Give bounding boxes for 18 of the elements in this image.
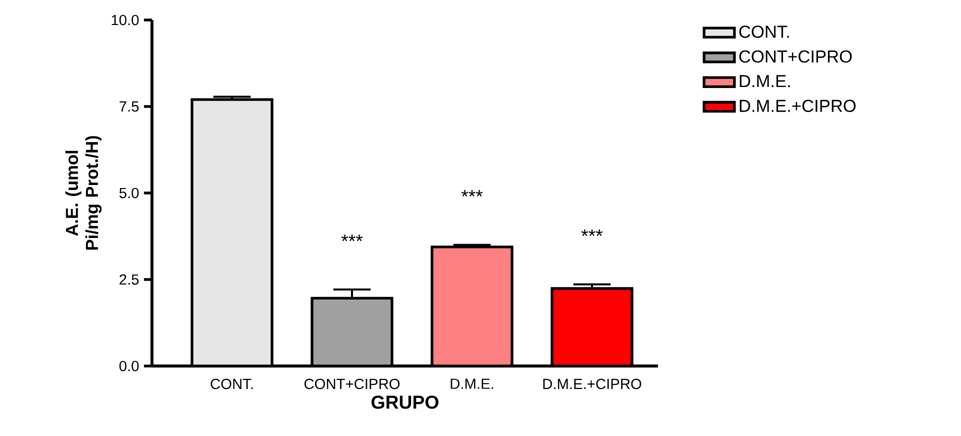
legend-label: D.M.E. — [740, 75, 790, 88]
annotation: *** — [341, 234, 363, 242]
annotation: *** — [581, 229, 603, 236]
x-tick-label: D.M.E. — [450, 378, 494, 389]
legend-label: D.M.E.+CIPRO — [740, 100, 856, 112]
x-tick-label: CONT. — [210, 378, 253, 390]
legend-label: CONT+CIPRO — [739, 50, 852, 63]
y-axis-title: A.E. (umol Pi/mg Prot./H) — [65, 136, 102, 250]
y-tick-label: 7.5 — [120, 101, 139, 112]
y-tick-label: 2.5 — [120, 274, 139, 285]
y-tick-label: 0.0 — [119, 360, 139, 372]
x-axis-title: GRUPO — [372, 396, 438, 409]
x-tick-label: D.M.E.+CIPRO — [543, 378, 642, 390]
legend-label: CONT. — [739, 26, 789, 38]
x-tick-label: CONT+CIPRO — [304, 378, 400, 390]
annotation: *** — [461, 190, 483, 197]
y-tick-label: 5.0 — [119, 188, 139, 198]
y-tick-label: 10.0 — [112, 14, 139, 26]
